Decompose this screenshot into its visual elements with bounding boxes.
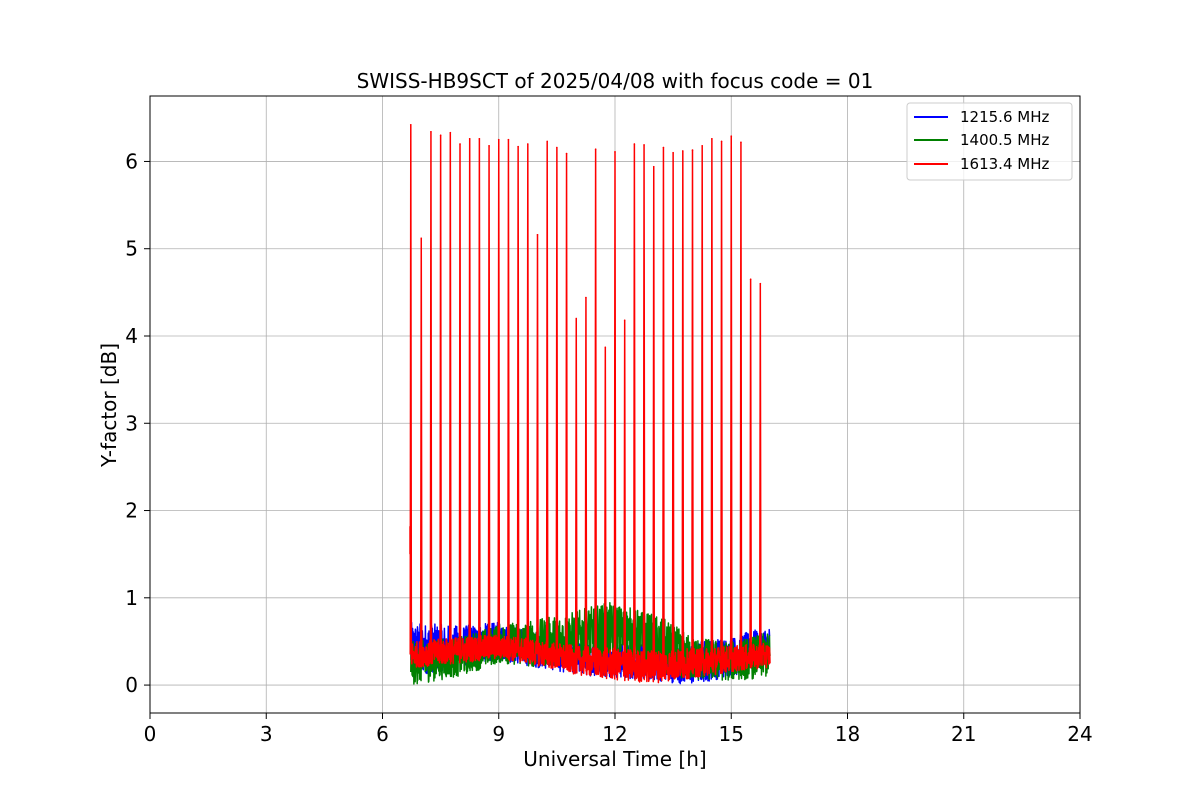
spike-peak [517, 145, 519, 148]
spike-peak [497, 138, 500, 141]
spike-peak [488, 144, 490, 147]
legend-box [906, 102, 1073, 181]
spike-peak [459, 143, 461, 145]
spike-peak [623, 319, 626, 322]
x-tick-label: 6 [376, 722, 389, 746]
spike-peak [409, 123, 412, 126]
spike-peak [478, 137, 481, 140]
spike-peak [546, 140, 548, 143]
y-tick-label: 2 [125, 499, 138, 523]
x-tick-label: 9 [492, 722, 505, 746]
spike-peak [536, 233, 539, 236]
spike-peak [556, 146, 558, 149]
spike-peak [643, 144, 645, 146]
spike-peak [730, 135, 733, 137]
spike-peak [507, 138, 510, 141]
spike-peak [430, 130, 432, 133]
y-tick-label: 3 [125, 411, 138, 435]
spike-peak [420, 237, 423, 240]
spike-peak [759, 282, 762, 285]
spike-peak [575, 317, 578, 320]
plot-area [409, 123, 771, 685]
spike-peak [662, 146, 665, 149]
series-path [409, 124, 771, 684]
y-tick-label: 0 [125, 673, 138, 697]
spike-peak [449, 131, 452, 134]
y-tick-label: 4 [125, 324, 138, 348]
x-tick-label: 24 [1067, 722, 1092, 746]
spike-peak [740, 141, 742, 144]
spike-peak [604, 346, 607, 349]
spike-peak [527, 143, 529, 145]
x-tick-label: 15 [719, 722, 744, 746]
legend-label: 1215.6 MHz [960, 108, 1049, 126]
x-tick-label: 3 [260, 722, 273, 746]
spike-peak [614, 151, 616, 153]
spike-peak [439, 134, 442, 137]
spike-peak [468, 137, 471, 140]
y-axis-label: Y-factor [dB] [97, 343, 121, 468]
x-tick-label: 21 [951, 722, 976, 746]
spike-peak [749, 278, 752, 281]
spike-peak [633, 143, 636, 145]
spike-peak [594, 148, 597, 151]
spike-peak [652, 165, 655, 168]
spike-peak [701, 144, 703, 147]
x-tick-label: 0 [144, 722, 157, 746]
spike-peak [711, 137, 713, 140]
spike-peak [691, 149, 694, 151]
chart-title: SWISS-HB9SCT of 2025/04/08 with focus co… [357, 69, 874, 93]
legend-entry: 1400.5 MHz [914, 131, 1049, 149]
series-line [409, 123, 771, 684]
x-tick-label: 12 [602, 722, 627, 746]
y-tick-label: 1 [125, 586, 138, 610]
legend: 1215.6 MHz 1400.5 MHz 1613.4 MHz [906, 102, 1073, 181]
spike-peak [585, 296, 587, 299]
x-tick-label: 18 [835, 722, 860, 746]
legend-entry: 1613.4 MHz [914, 155, 1049, 173]
legend-label: 1613.4 MHz [960, 155, 1049, 173]
y-tick-label: 6 [125, 149, 138, 173]
legend-label: 1400.5 MHz [960, 131, 1049, 149]
legend-entry: 1215.6 MHz [914, 108, 1049, 126]
spike-peak [565, 152, 568, 155]
spike-peak [682, 150, 684, 152]
y-tick-label: 5 [125, 237, 138, 261]
spike-peak [672, 151, 674, 154]
x-axis-label: Universal Time [h] [523, 747, 706, 771]
spike-peak [720, 140, 723, 143]
